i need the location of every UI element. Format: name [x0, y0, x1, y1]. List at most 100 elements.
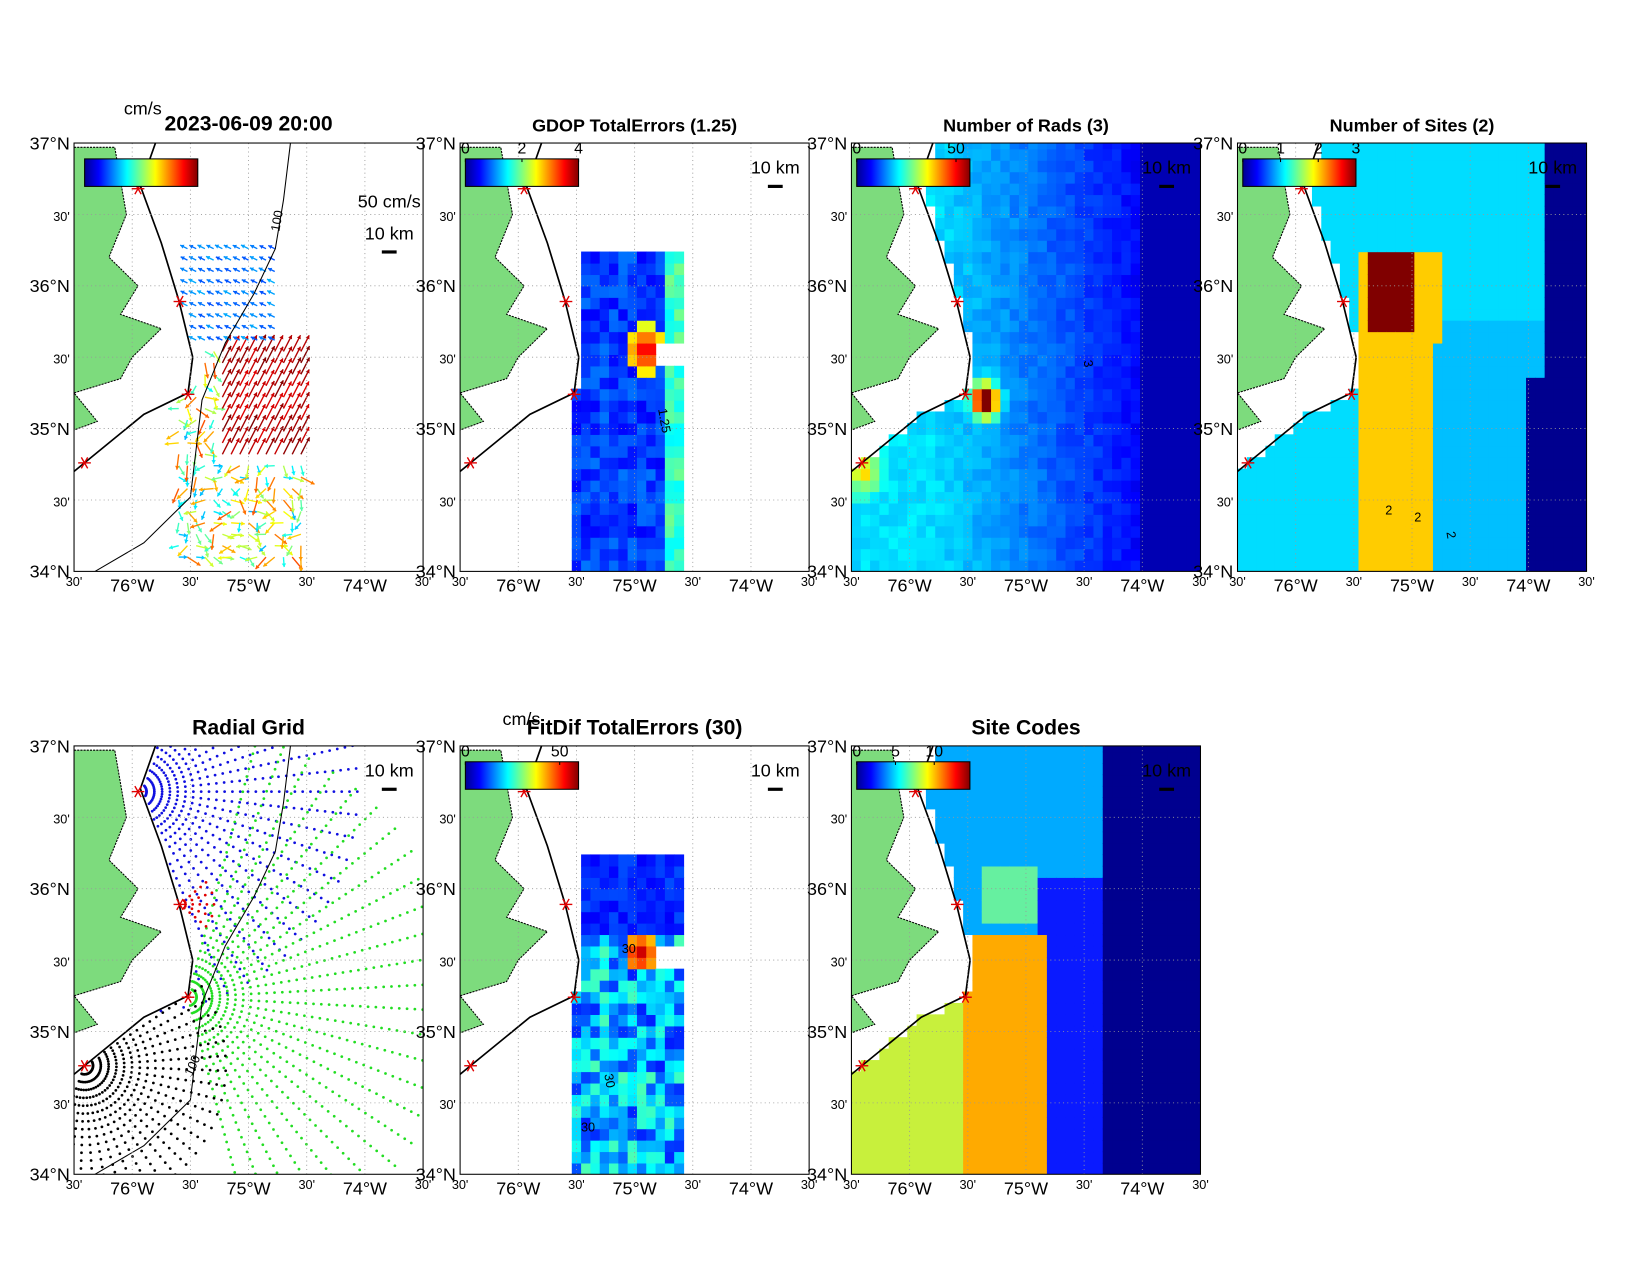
vector-head: [188, 256, 194, 261]
field-cell: [1526, 514, 1536, 527]
radial-grid-point: [188, 633, 191, 636]
field-cell: [925, 502, 936, 515]
vector-head: [268, 267, 273, 272]
field-cell: [636, 297, 647, 310]
vector-head: [204, 553, 210, 558]
vector-head: [305, 392, 310, 397]
field-cell: [981, 354, 992, 367]
colorbar-tick-label: 4: [574, 141, 583, 158]
radial-grid-point: [253, 1062, 257, 1066]
field-cell: [1358, 445, 1369, 458]
field-cell: [1056, 377, 1067, 390]
field-cell: [1451, 548, 1462, 561]
field-cell: [1158, 274, 1169, 287]
field-cell: [674, 297, 685, 310]
radial-grid-point: [223, 981, 227, 985]
field-cell: [879, 525, 890, 538]
field-cell: [655, 285, 666, 298]
field-cell: [1377, 411, 1388, 424]
field-cell: [1386, 559, 1397, 572]
field-cell: [1377, 342, 1388, 355]
field-cell: [1065, 388, 1076, 401]
field-cell: [1046, 422, 1057, 435]
radial-grid-point: [150, 809, 154, 813]
field-cell: [1498, 502, 1509, 515]
field-cell: [1563, 228, 1574, 241]
vector-head: [207, 539, 212, 544]
field-cell: [944, 502, 955, 515]
radial-grid-point: [323, 770, 327, 774]
field-cell: [1349, 445, 1360, 458]
radial-grid-point: [206, 775, 209, 779]
field-cell: [1102, 502, 1113, 515]
field-cell: [1451, 354, 1462, 367]
vector-head: [206, 336, 212, 341]
vector-head: [217, 555, 222, 561]
field-cell: [1563, 126, 1573, 138]
field-cell: [1046, 297, 1057, 310]
radial-grid-point: [296, 1085, 300, 1089]
field-cell: [1046, 194, 1057, 207]
vector-head: [215, 336, 221, 341]
radial-grid-point: [329, 876, 333, 880]
field-cell: [1405, 422, 1415, 435]
field-cell: [897, 548, 908, 561]
field-cell: [581, 457, 592, 470]
field-cell: [1186, 228, 1197, 241]
field-cell: [1581, 548, 1587, 561]
radial-grid-point: [168, 644, 171, 647]
radial-grid-point: [220, 907, 224, 910]
field-cell: [1167, 400, 1178, 413]
radial-grid-point: [241, 756, 245, 759]
radial-grid-point: [240, 981, 243, 985]
field-cell: [1256, 525, 1267, 538]
field-cell: [1563, 354, 1574, 367]
radial-grid-point: [265, 897, 269, 901]
field-cell: [636, 342, 647, 355]
radial-grid-point: [220, 974, 223, 977]
field-cell: [1414, 183, 1425, 196]
field-cell: [1028, 354, 1039, 367]
field-cell: [1414, 468, 1425, 481]
field-cell: [1581, 320, 1587, 333]
field-cell: [1037, 143, 1048, 150]
field-cell: [1479, 148, 1490, 161]
radial-grid-point: [169, 718, 172, 721]
field-cell: [1488, 491, 1499, 504]
field-cell: [1544, 491, 1555, 504]
field-cell: [674, 331, 685, 344]
field-cell: [1121, 274, 1132, 287]
field-cell: [1139, 377, 1150, 390]
field-cell: [1349, 183, 1360, 196]
field-cell: [1102, 514, 1113, 527]
field-cell: [1591, 126, 1601, 138]
vector-head: [227, 414, 232, 419]
field-cell: [664, 251, 675, 264]
field-cell: [1037, 331, 1048, 344]
field-cell: [1205, 354, 1215, 366]
field-cell: [1149, 365, 1160, 378]
field-cell: [1046, 480, 1057, 493]
vector-head: [241, 256, 247, 261]
vector-head: [261, 438, 266, 443]
field-cell: [1121, 228, 1132, 241]
field-cell: [1479, 320, 1490, 333]
field-cell: [581, 468, 592, 481]
radial-grid-point: [224, 911, 228, 915]
field-cell: [1139, 240, 1150, 253]
vector-head: [241, 302, 247, 307]
field-cell: [1423, 342, 1434, 355]
field-cell: [1563, 171, 1574, 184]
field-cell: [1414, 240, 1425, 253]
field-cell: [1535, 297, 1546, 310]
field-cell: [590, 331, 601, 344]
field-cell: [1093, 148, 1104, 161]
field-cell: [1177, 491, 1188, 504]
field-cell: [1046, 548, 1057, 561]
radial-grid-point: [231, 1012, 234, 1016]
field-cell: [1553, 240, 1564, 253]
field-cell: [1018, 297, 1029, 310]
radial-grid-point: [234, 1121, 238, 1124]
vector-head: [226, 404, 231, 409]
radial-grid-point: [163, 819, 166, 823]
